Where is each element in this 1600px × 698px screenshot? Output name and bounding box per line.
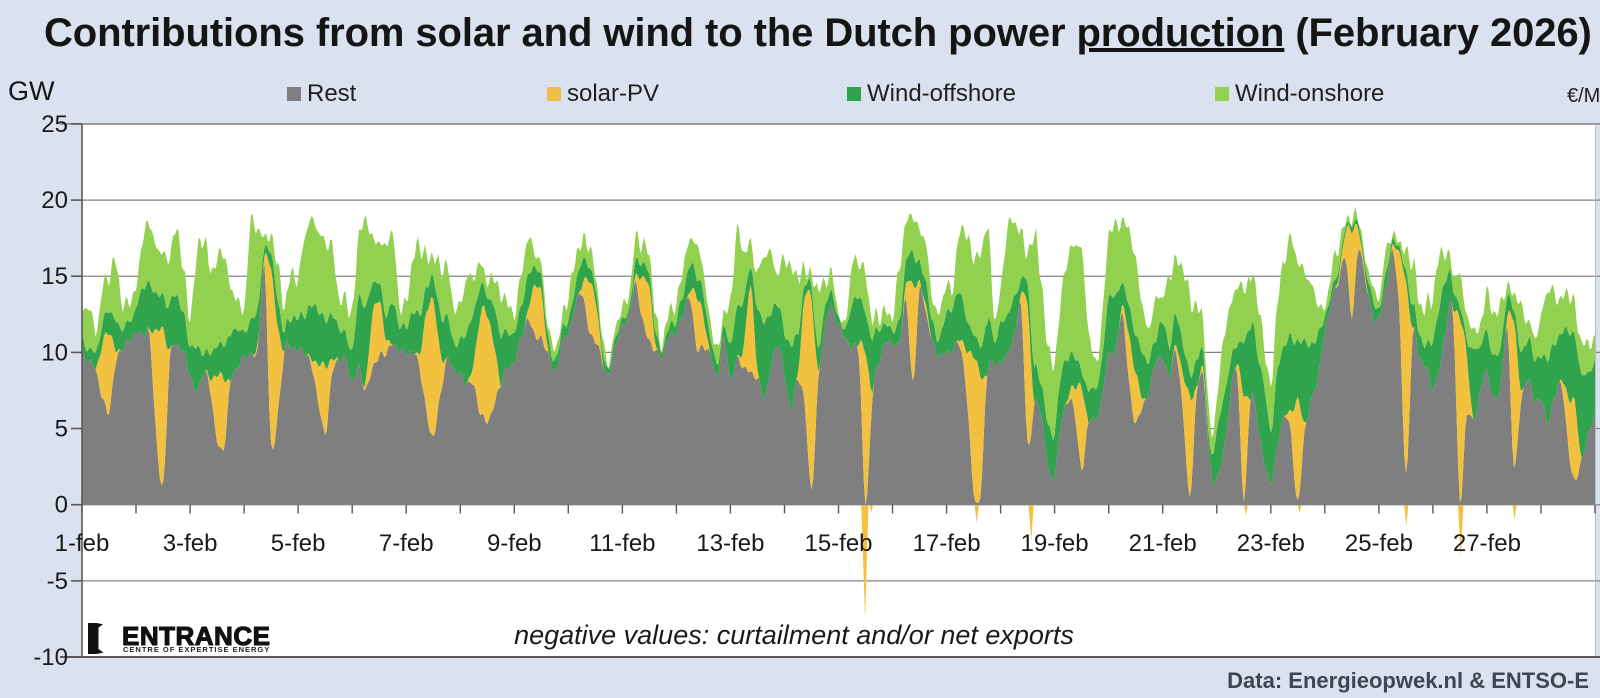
svg-text:5: 5 bbox=[55, 416, 68, 443]
svg-text:3-feb: 3-feb bbox=[163, 530, 218, 557]
svg-text:10: 10 bbox=[41, 339, 68, 366]
svg-text:11-feb: 11-feb bbox=[589, 530, 655, 557]
svg-text:13-feb: 13-feb bbox=[696, 530, 764, 557]
svg-text:15-feb: 15-feb bbox=[804, 530, 872, 557]
svg-text:15: 15 bbox=[41, 263, 68, 290]
svg-text:-5: -5 bbox=[47, 568, 68, 595]
svg-text:0: 0 bbox=[55, 492, 68, 519]
svg-text:5-feb: 5-feb bbox=[271, 530, 326, 557]
svg-text:1-feb: 1-feb bbox=[55, 530, 110, 557]
svg-text:19-feb: 19-feb bbox=[1021, 530, 1089, 557]
svg-text:23-feb: 23-feb bbox=[1237, 530, 1305, 557]
svg-text:17-feb: 17-feb bbox=[913, 530, 981, 557]
svg-text:-10: -10 bbox=[33, 644, 68, 671]
svg-text:25: 25 bbox=[41, 111, 68, 138]
svg-text:9-feb: 9-feb bbox=[487, 530, 542, 557]
svg-text:25-feb: 25-feb bbox=[1345, 530, 1413, 557]
svg-text:7-feb: 7-feb bbox=[379, 530, 434, 557]
svg-text:21-feb: 21-feb bbox=[1129, 530, 1197, 557]
svg-text:20: 20 bbox=[41, 187, 68, 214]
svg-text:27-feb: 27-feb bbox=[1453, 530, 1521, 557]
